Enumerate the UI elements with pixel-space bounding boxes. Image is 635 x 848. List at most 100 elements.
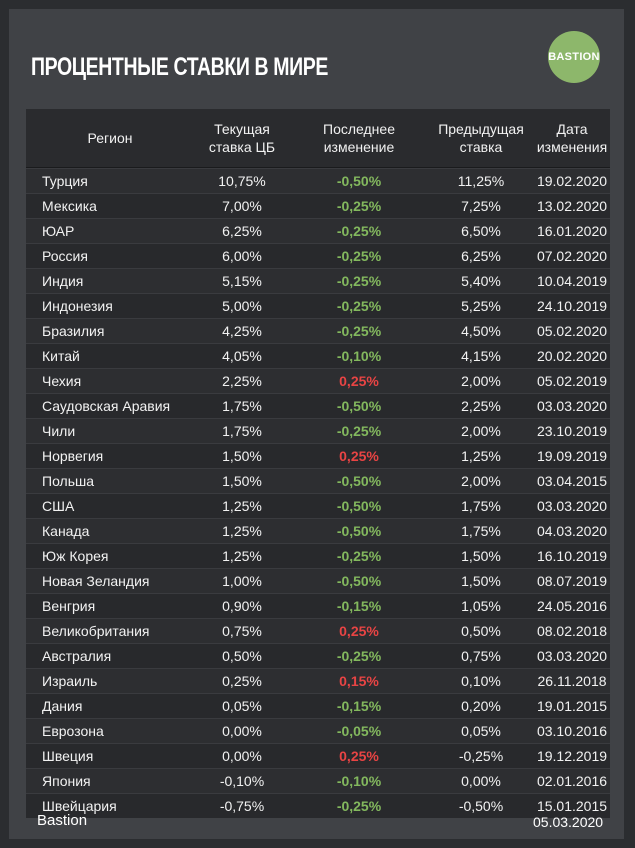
cell-region: Венгрия — [42, 598, 96, 614]
cell-change-date: 23.10.2019 — [536, 423, 608, 439]
cell-previous-rate: 1,25% — [461, 448, 501, 464]
cell-change-date: 07.02.2020 — [536, 248, 608, 264]
cell-previous-rate: 0,75% — [461, 648, 501, 664]
cell-region: Швейцария — [42, 798, 117, 814]
cell-previous-rate: 4,15% — [461, 348, 501, 364]
table-row: Турция 10,75% -0,50% 11,25% 19.02.2020 — [26, 168, 610, 193]
cell-region: Новая Зеландия — [42, 573, 150, 589]
cell-previous-rate: 1,75% — [461, 523, 501, 539]
cell-region: Канада — [42, 523, 90, 539]
cell-current-rate: 0,50% — [222, 648, 262, 664]
cell-region: Саудовская Аравия — [42, 398, 171, 414]
cell-current-rate: 7,00% — [222, 198, 262, 214]
cell-last-change: -0,25% — [336, 298, 382, 314]
cell-previous-rate: 0,05% — [461, 723, 501, 739]
cell-previous-rate: 5,40% — [461, 273, 501, 289]
cell-change-date: 04.03.2020 — [536, 523, 608, 539]
cell-previous-rate: 1,50% — [461, 548, 501, 564]
table-body: Турция 10,75% -0,50% 11,25% 19.02.2020 Мексик… — [26, 168, 610, 818]
column-header-change-date: Дата изменения — [536, 121, 608, 155]
cell-change-date: 03.03.2020 — [536, 398, 608, 414]
cell-previous-rate: 1,05% — [461, 598, 501, 614]
cell-change-date: 03.04.2015 — [536, 473, 608, 489]
cell-last-change: -0,10% — [336, 348, 382, 364]
cell-current-rate: 6,00% — [222, 248, 262, 264]
cell-previous-rate: 6,25% — [461, 248, 501, 264]
cell-last-change: 0,15% — [339, 673, 379, 689]
table-row: ЮАР 6,25% -0,25% 6,50% 16.01.2020 — [26, 218, 610, 243]
cell-last-change: -0,25% — [336, 198, 382, 214]
cell-last-change: -0,50% — [336, 498, 382, 514]
cell-region: Еврозона — [42, 723, 104, 739]
table-row: Еврозона 0,00% -0,05% 0,05% 03.10.2016 — [26, 718, 610, 743]
cell-region: Великобритания — [42, 623, 150, 639]
cell-last-change: 0,25% — [339, 623, 379, 639]
cell-change-date: 19.02.2020 — [536, 173, 608, 189]
cell-previous-rate: 0,20% — [461, 698, 501, 714]
cell-previous-rate: 2,25% — [461, 398, 501, 414]
table-row: Мексика 7,00% -0,25% 7,25% 13.02.2020 — [26, 193, 610, 218]
cell-last-change: -0,25% — [336, 273, 382, 289]
table-row: Польша 1,50% -0,50% 2,00% 03.04.2015 — [26, 468, 610, 493]
cell-region: Турция — [42, 173, 88, 189]
cell-region: Норвегия — [42, 448, 104, 464]
cell-last-change: -0,25% — [336, 423, 382, 439]
cell-last-change: -0,50% — [336, 173, 382, 189]
page-title: ПРОЦЕНТНЫЕ СТАВКИ В МИРЕ — [31, 53, 328, 81]
table-row: Швеция 0,00% 0,25% -0,25% 19.12.2019 — [26, 743, 610, 768]
cell-previous-rate: 2,00% — [461, 473, 501, 489]
cell-last-change: -0,50% — [336, 573, 382, 589]
table-row: Индонезия 5,00% -0,25% 5,25% 24.10.2019 — [26, 293, 610, 318]
cell-change-date: 03.10.2016 — [536, 723, 608, 739]
cell-last-change: 0,25% — [339, 373, 379, 389]
cell-last-change: 0,25% — [339, 448, 379, 464]
cell-region: Китай — [42, 348, 80, 364]
cell-previous-rate: 2,00% — [461, 423, 501, 439]
cell-previous-rate: 7,25% — [461, 198, 501, 214]
cell-previous-rate: 1,50% — [461, 573, 501, 589]
cell-current-rate: 5,00% — [222, 298, 262, 314]
cell-change-date: 19.01.2015 — [536, 698, 608, 714]
table-row: США 1,25% -0,50% 1,75% 03.03.2020 — [26, 493, 610, 518]
cell-previous-rate: 5,25% — [461, 298, 501, 314]
cell-previous-rate: 4,50% — [461, 323, 501, 339]
cell-change-date: 02.01.2016 — [536, 773, 608, 789]
cell-change-date: 05.02.2019 — [536, 373, 608, 389]
cell-change-date: 08.02.2018 — [536, 623, 608, 639]
cell-last-change: -0,15% — [336, 598, 382, 614]
cell-change-date: 20.02.2020 — [536, 348, 608, 364]
cell-change-date: 19.09.2019 — [536, 448, 608, 464]
cell-last-change: -0,25% — [336, 248, 382, 264]
column-header-previous-rate: Предыдущая ставка — [438, 121, 524, 155]
table-row: Саудовская Аравия 1,75% -0,50% 2,25% 03.03.2… — [26, 393, 610, 418]
cell-change-date: 24.10.2019 — [536, 298, 608, 314]
table-row: Великобритания 0,75% 0,25% 0,50% 08.02.2018 — [26, 618, 610, 643]
cell-current-rate: 0,00% — [222, 748, 262, 764]
cell-region: Швеция — [42, 748, 94, 764]
table-row: Дания 0,05% -0,15% 0,20% 19.01.2015 — [26, 693, 610, 718]
infographic-frame: ПРОЦЕНТНЫЕ СТАВКИ В МИРЕ BASTION Регион … — [9, 9, 624, 839]
cell-current-rate: 10,75% — [218, 173, 266, 189]
column-header-current-rate: Текущая ставка ЦБ — [208, 121, 276, 155]
cell-last-change: -0,25% — [336, 323, 382, 339]
cell-change-date: 19.12.2019 — [536, 748, 608, 764]
cell-last-change: 0,25% — [339, 748, 379, 764]
table-row: Бразилия 4,25% -0,25% 4,50% 05.02.2020 — [26, 318, 610, 343]
cell-last-change: -0,25% — [336, 648, 382, 664]
footer-date: 05.03.2020 — [533, 814, 604, 830]
cell-change-date: 05.02.2020 — [536, 323, 608, 339]
cell-change-date: 03.03.2020 — [536, 498, 608, 514]
cell-current-rate: 2,25% — [222, 373, 262, 389]
footer-source: Bastion — [37, 812, 88, 829]
cell-current-rate: 0,75% — [222, 623, 262, 639]
cell-current-rate: 6,25% — [222, 223, 262, 239]
cell-change-date: 16.10.2019 — [536, 548, 608, 564]
cell-previous-rate: -0,50% — [458, 798, 504, 814]
table-row: Чили 1,75% -0,25% 2,00% 23.10.2019 — [26, 418, 610, 443]
cell-last-change: -0,05% — [336, 723, 382, 739]
cell-current-rate: 1,75% — [222, 398, 262, 414]
cell-last-change: -0,10% — [336, 773, 382, 789]
table-row: Швейцария -0,75% -0,25% -0,50% 15.01.2015 — [26, 793, 610, 818]
cell-region: Чили — [42, 423, 76, 439]
cell-current-rate: 1,25% — [222, 523, 262, 539]
